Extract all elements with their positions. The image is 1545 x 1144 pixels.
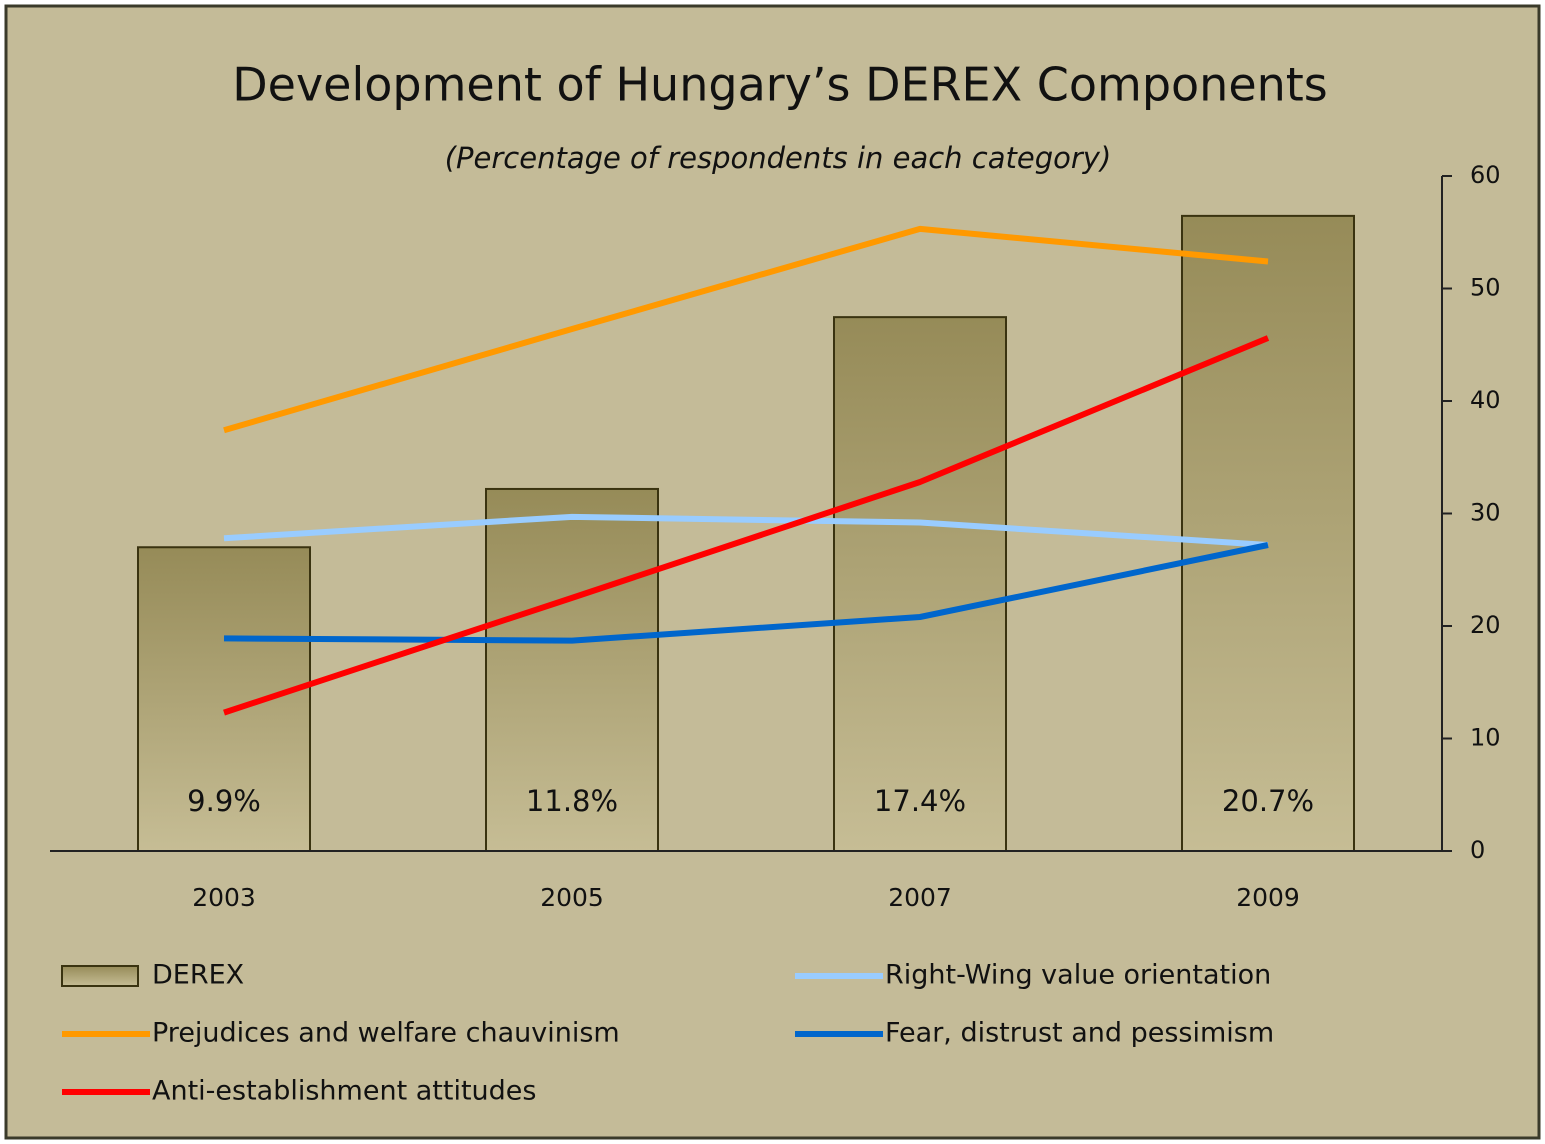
x-tick-label: 2003 [192, 883, 256, 912]
y-tick-label: 40 [1470, 386, 1501, 414]
bar-value-label: 17.4% [874, 784, 966, 818]
x-tick-label: 2007 [888, 883, 952, 912]
legend-label: Fear, distrust and pessimism [885, 1018, 1274, 1049]
legend-label: Right-Wing value orientation [885, 960, 1271, 991]
bar [485, 487, 659, 852]
line-series [223, 335, 1270, 716]
line-series [223, 542, 1269, 644]
chart-subtitle: (Percentage of respondents in each categ… [445, 141, 1112, 175]
y-tick-label: 10 [1470, 724, 1501, 752]
bar-value-label: 20.7% [1222, 784, 1314, 818]
bar [137, 546, 311, 852]
x-tick-label: 2005 [540, 883, 604, 912]
y-tick-label: 60 [1470, 161, 1501, 189]
legend-swatch [61, 965, 139, 987]
line-series [223, 513, 1269, 548]
y-tick-label: 50 [1470, 274, 1501, 302]
chart-title: Development of Hungary’s DEREX Component… [232, 58, 1328, 112]
bar-value-label: 9.9% [187, 784, 261, 818]
bar [1181, 214, 1355, 853]
x-tick-label: 2009 [1236, 883, 1300, 912]
y-tick-label: 20 [1470, 611, 1501, 639]
legend-label: DEREX [152, 960, 244, 991]
legend-label: Prejudices and welfare chauvinism [152, 1018, 620, 1049]
bar-value-label: 11.8% [526, 784, 618, 818]
line-series [223, 225, 1269, 434]
bar [833, 316, 1007, 852]
y-tick-label: 30 [1470, 499, 1501, 527]
legend-label: Anti-establishment attitudes [152, 1076, 536, 1107]
y-tick-label: 0 [1470, 836, 1485, 864]
